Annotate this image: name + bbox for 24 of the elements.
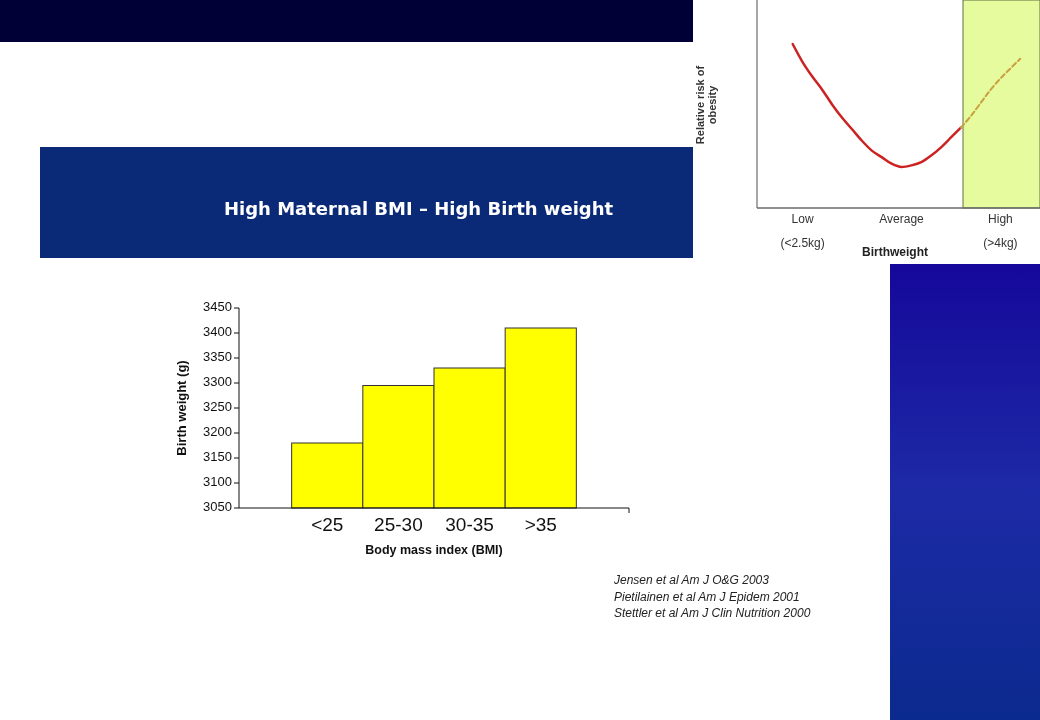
y-tick-label: 3400 — [203, 324, 232, 340]
y-tick-label: 3450 — [203, 299, 232, 315]
x-axis-title: Birthweight — [862, 245, 928, 259]
text: Jensen et al Am J O&G 2003 — [613, 573, 770, 587]
x-axis-title: Body mass index (BMI) — [365, 543, 503, 557]
text: Pietilainen et al Am J Epidem 2001 — [614, 589, 800, 604]
x-tick-label: 25-30 — [374, 514, 423, 535]
x-tick-label: <25 — [311, 514, 344, 535]
x-tick-label: High (>4kg) — [983, 212, 1018, 250]
x-tick-label: Low (<2.5kg) — [780, 212, 825, 250]
y-tick-label: 3250 — [203, 399, 232, 415]
y-tick-label: 3200 — [203, 424, 232, 440]
y-tick-label: 3150 — [203, 449, 232, 465]
text: Stettler et al Am J Clin Nutrition 2000 — [614, 606, 811, 620]
y-axis-title: Birth weight (g) — [174, 360, 189, 456]
x-tick-label: 30-35 — [445, 514, 494, 535]
y-tick-label: 3300 — [203, 374, 232, 390]
x-tick-label: >35 — [524, 514, 557, 535]
y-tick-label: 3350 — [203, 349, 232, 365]
x-tick-label: Average — [879, 212, 925, 226]
chart-title: High Maternal BMI – High Birth weight — [224, 198, 614, 219]
y-tick-label: 3100 — [203, 474, 232, 490]
y-axis-title: Relative risk of obesity — [694, 65, 718, 145]
y-tick-label: 3050 — [203, 499, 232, 515]
